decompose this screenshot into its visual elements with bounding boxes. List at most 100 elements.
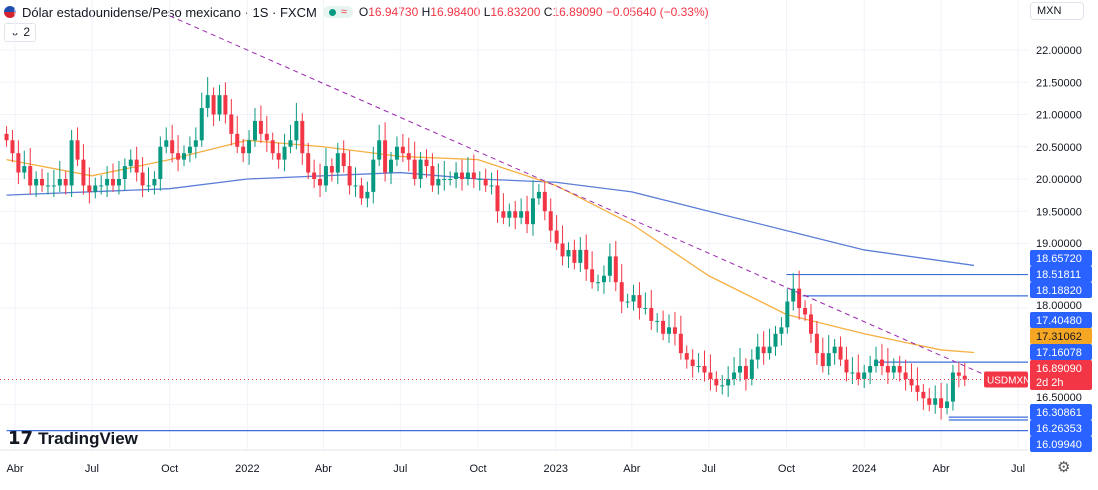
candle (134, 146, 139, 182)
y-tick-label: 16.50000 (1036, 392, 1082, 404)
candle (678, 315, 683, 360)
candle (40, 168, 45, 192)
candle (720, 375, 725, 395)
price-label: 17.40480 (1030, 312, 1092, 328)
candle (726, 366, 731, 398)
candle (105, 166, 110, 198)
candle (93, 177, 98, 199)
candle-body (318, 179, 323, 186)
candle (536, 184, 541, 205)
candle (578, 237, 583, 272)
candle-body (619, 282, 624, 302)
candle-body (276, 153, 281, 160)
candle (962, 362, 967, 387)
candle-body (797, 288, 802, 308)
candle (767, 328, 772, 360)
candle-body (903, 372, 908, 379)
candle-body (667, 327, 672, 334)
candle-body (950, 372, 955, 402)
candle-body (471, 172, 476, 179)
candle (903, 359, 908, 391)
settings-gear-icon[interactable]: ⚙ (1057, 459, 1071, 476)
y-tick-label: 21.50000 (1036, 77, 1082, 89)
candle (613, 240, 618, 292)
candle (247, 129, 252, 165)
y-tick-label: 19.50000 (1036, 206, 1082, 218)
currency-select[interactable]: MXN (1030, 2, 1084, 20)
candle-body (28, 166, 33, 186)
candle (454, 162, 459, 189)
price-label-bg (1030, 282, 1092, 298)
candle-body (844, 359, 849, 373)
candle (915, 367, 920, 401)
candle-body (418, 159, 423, 179)
candle (223, 82, 228, 124)
price-label-text: 16.09940 (1036, 439, 1082, 451)
close-label: C (543, 5, 553, 19)
candle (28, 148, 33, 195)
candle-body (365, 191, 370, 199)
candle (850, 357, 855, 385)
candle-body (436, 179, 441, 186)
candle (862, 364, 867, 388)
flag-icon (4, 6, 16, 18)
candle (63, 171, 68, 195)
candle-body (193, 140, 198, 147)
candle (4, 126, 9, 147)
candle-body (4, 133, 9, 141)
price-label: 17.16078 (1030, 344, 1092, 360)
market-status-badge[interactable]: ≈ (322, 6, 353, 18)
candle-body (105, 179, 110, 186)
candle (170, 124, 175, 163)
candle-body (164, 140, 169, 147)
candle-body (442, 179, 447, 180)
candle-body (655, 320, 660, 322)
countdown-text: 2d 2h (1036, 377, 1064, 389)
candle (158, 136, 163, 191)
candle (306, 142, 311, 179)
candle-body (459, 172, 464, 179)
candle-body (927, 398, 932, 405)
candle-body (613, 256, 618, 283)
candle (294, 102, 299, 150)
candle (702, 350, 707, 382)
low-value: 16.83200 (490, 5, 541, 19)
candle-body (755, 346, 760, 360)
low-label: L (483, 5, 491, 19)
x-tick-label: 2022 (235, 463, 259, 475)
candle (406, 137, 411, 172)
candle-body (217, 95, 222, 115)
candle-body (448, 179, 453, 180)
candle-body (371, 159, 376, 192)
candle-body (306, 153, 311, 173)
x-tick-label: 2023 (544, 463, 568, 475)
x-tick-label: Abr (6, 463, 23, 475)
candle-body (702, 366, 707, 373)
candle (205, 77, 210, 118)
candle (176, 135, 181, 172)
candle (554, 215, 559, 250)
candle (146, 167, 151, 192)
y-tick-label: 19.00000 (1036, 238, 1082, 250)
candle-body (211, 95, 216, 115)
candle (459, 159, 464, 191)
candle (631, 284, 636, 311)
candle-body (684, 353, 689, 360)
candle (359, 177, 364, 205)
candle-body (406, 153, 411, 160)
candle (211, 87, 216, 127)
candle (956, 362, 961, 388)
candle (950, 364, 955, 411)
candle (874, 346, 879, 373)
candle (270, 132, 275, 160)
candle (128, 149, 133, 173)
candle-body (625, 301, 630, 303)
candle-body (122, 166, 127, 179)
candle (572, 239, 577, 270)
price-label: 17.31062 (1030, 328, 1092, 344)
candle-body (176, 153, 181, 160)
candle-body (430, 166, 435, 186)
candle (791, 273, 796, 311)
candle-body (803, 308, 808, 315)
